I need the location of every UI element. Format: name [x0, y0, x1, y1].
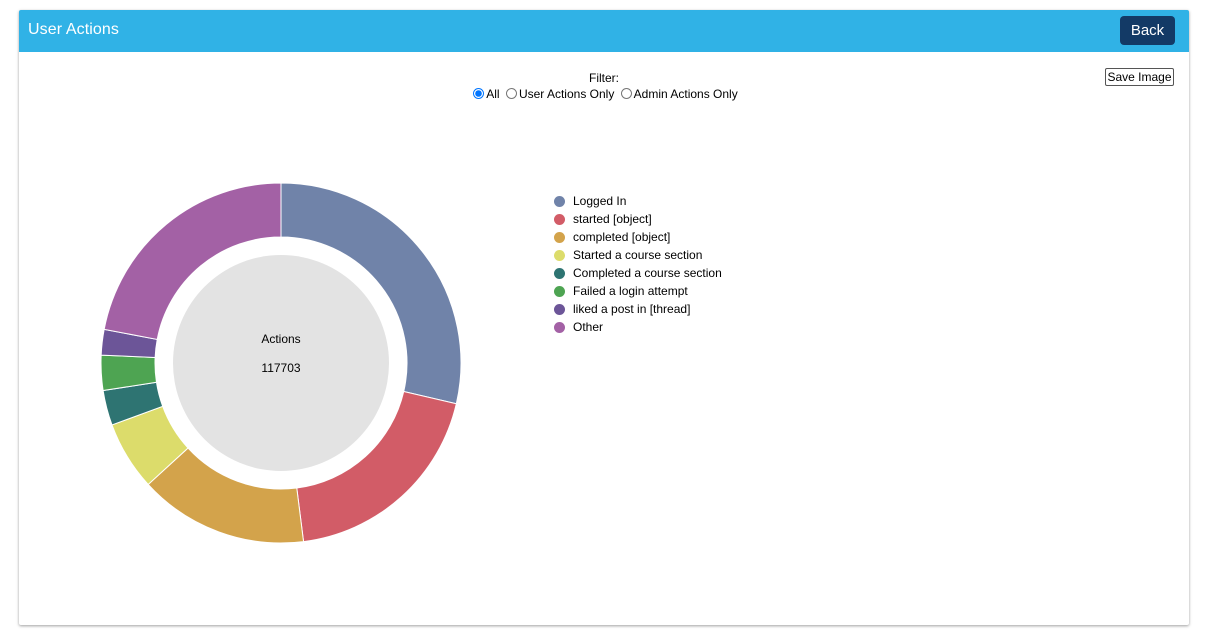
- legend-swatch: [554, 249, 565, 261]
- legend-label: started [object]: [573, 212, 652, 226]
- legend-swatch: [554, 195, 565, 207]
- center-circle: [173, 255, 389, 471]
- legend-swatch: [554, 213, 565, 225]
- legend-item[interactable]: Other: [554, 318, 722, 336]
- legend-swatch: [554, 285, 565, 297]
- legend-label: Failed a login attempt: [573, 284, 688, 298]
- filter-option-user-actions-label: User Actions Only: [518, 87, 615, 101]
- filter-option-admin-actions-label: Admin Actions Only: [633, 87, 738, 101]
- filter-options: All User Actions Only Admin Actions Only: [19, 86, 1189, 102]
- donut-chart: Actions 117703: [100, 182, 462, 544]
- back-button[interactable]: Back: [1120, 16, 1175, 45]
- legend-item[interactable]: Completed a course section: [554, 264, 722, 282]
- filter-option-all[interactable]: All: [470, 87, 503, 101]
- legend-label: Other: [573, 320, 604, 334]
- legend-item[interactable]: Failed a login attempt: [554, 282, 722, 300]
- legend-item[interactable]: completed [object]: [554, 228, 722, 246]
- legend-item[interactable]: Logged In: [554, 192, 722, 210]
- legend-label: Started a course section: [573, 248, 703, 262]
- filter-option-user-actions[interactable]: User Actions Only: [503, 87, 618, 101]
- filter-label: Filter:: [589, 71, 619, 85]
- legend-item[interactable]: liked a post in [thread]: [554, 300, 722, 318]
- chart-legend: Logged In started [object] completed [obje…: [554, 192, 722, 336]
- filter-radio-user-actions[interactable]: [505, 88, 517, 99]
- user-actions-card: User Actions Back Filter: All User Actio…: [19, 10, 1189, 625]
- legend-item[interactable]: started [object]: [554, 210, 722, 228]
- donut-slices: [100, 182, 462, 544]
- legend-item[interactable]: Started a course section: [554, 246, 722, 264]
- legend-label: completed [object]: [573, 230, 671, 244]
- page-title: User Actions: [28, 21, 120, 38]
- legend-swatch: [554, 267, 565, 279]
- donut-slice-7[interactable]: [103, 182, 282, 341]
- center-value: 117703: [261, 361, 300, 375]
- legend-label: Logged In: [573, 194, 627, 208]
- legend-swatch: [554, 303, 565, 315]
- filter-radio-all[interactable]: [473, 88, 485, 99]
- filter-radio-admin-actions[interactable]: [620, 88, 632, 99]
- legend-swatch: [554, 231, 565, 243]
- header-bar: User Actions Back: [19, 10, 1189, 52]
- filter-option-all-label: All: [486, 87, 500, 101]
- legend-label: liked a post in [thread]: [573, 302, 691, 316]
- filter-group: Filter: All User Actions Only Admin Acti…: [19, 71, 1189, 102]
- filter-option-admin-actions[interactable]: Admin Actions Only: [618, 87, 738, 101]
- save-image-button[interactable]: Save Image: [1105, 68, 1174, 86]
- center-label: Actions: [261, 332, 300, 346]
- legend-label: Completed a course section: [573, 266, 722, 280]
- legend-swatch: [554, 321, 565, 333]
